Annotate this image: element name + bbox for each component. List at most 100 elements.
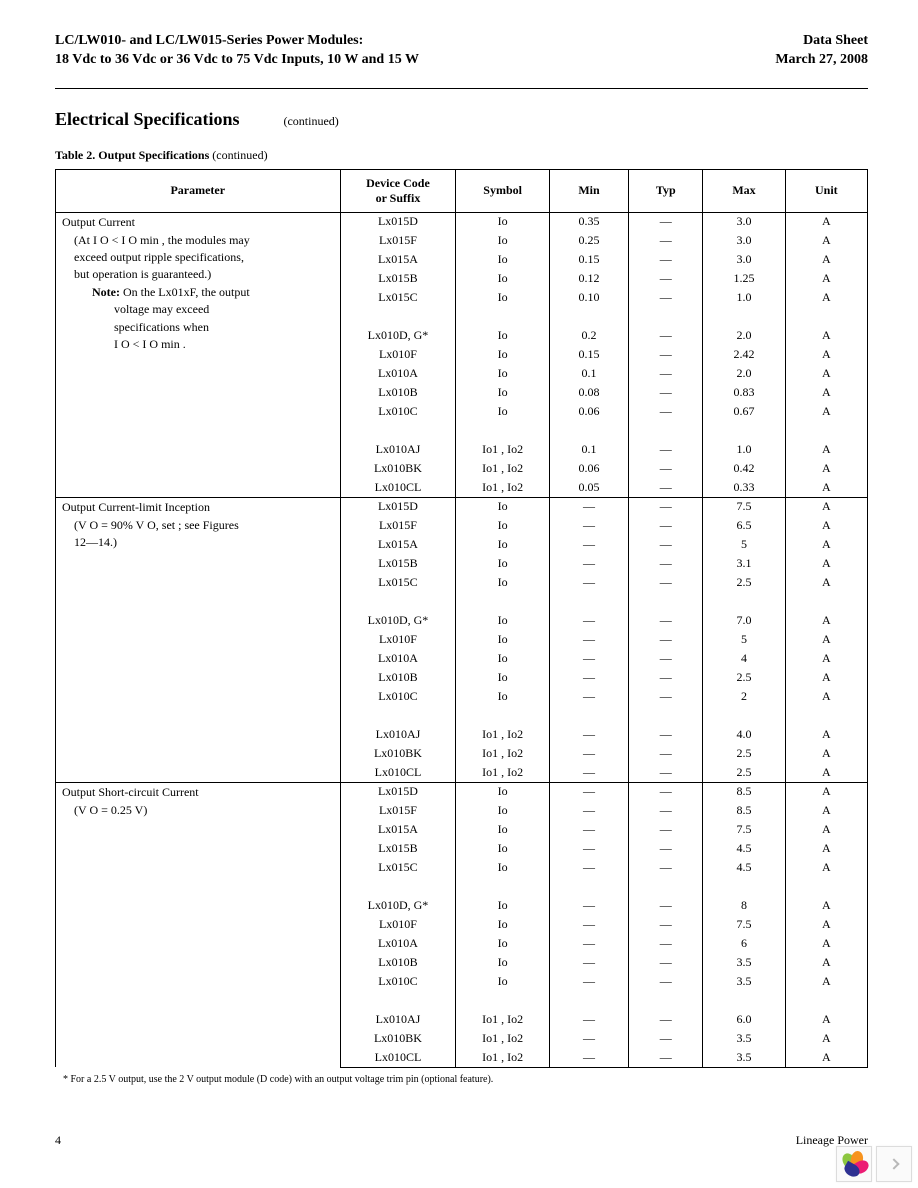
unit-cell: A [785, 250, 867, 269]
footnote: * For a 2.5 V output, use the 2 V output… [63, 1074, 868, 1085]
symbol-cell: Io1 , Io2 [456, 440, 549, 459]
typ-cell: — [629, 630, 703, 649]
typ-cell [629, 991, 703, 1010]
min-cell: — [549, 820, 628, 839]
symbol-cell: Io [456, 858, 549, 877]
max-cell: 0.42 [703, 459, 785, 478]
unit-cell: A [785, 345, 867, 364]
page-footer: 4 Lineage Power [55, 1133, 868, 1148]
device-cell: Lx010F [340, 345, 456, 364]
device-cell: Lx010A [340, 649, 456, 668]
col-min: Min [549, 169, 628, 212]
device-cell: Lx015B [340, 839, 456, 858]
device-cell: Lx010C [340, 402, 456, 421]
symbol-cell [456, 421, 549, 440]
table-header-row: Parameter Device Codeor Suffix Symbol Mi… [56, 169, 868, 212]
device-cell: Lx010B [340, 953, 456, 972]
device-cell: Lx015D [340, 497, 456, 516]
symbol-cell: Io1 , Io2 [456, 725, 549, 744]
min-cell: 0.08 [549, 383, 628, 402]
min-cell: — [549, 1010, 628, 1029]
max-cell: 3.5 [703, 1048, 785, 1067]
min-cell: — [549, 1048, 628, 1067]
typ-cell: — [629, 383, 703, 402]
unit-cell: A [785, 611, 867, 630]
min-cell: — [549, 934, 628, 953]
unit-cell: A [785, 516, 867, 535]
max-cell: 3.0 [703, 212, 785, 231]
typ-cell: — [629, 535, 703, 554]
unit-cell: A [785, 934, 867, 953]
max-cell: 2.5 [703, 668, 785, 687]
logo-button[interactable] [836, 1146, 872, 1182]
typ-cell: — [629, 364, 703, 383]
typ-cell [629, 592, 703, 611]
symbol-cell: Io [456, 288, 549, 307]
device-cell: Lx010CL [340, 1048, 456, 1067]
max-cell: 2.5 [703, 744, 785, 763]
min-cell: — [549, 1029, 628, 1048]
symbol-cell: Io1 , Io2 [456, 1048, 549, 1067]
title-line-2: 18 Vdc to 36 Vdc or 36 Vdc to 75 Vdc Inp… [55, 52, 419, 67]
max-cell: 1.25 [703, 269, 785, 288]
typ-cell: — [629, 915, 703, 934]
unit-cell: A [785, 972, 867, 991]
symbol-cell [456, 706, 549, 725]
max-cell: 3.0 [703, 250, 785, 269]
symbol-cell: Io [456, 326, 549, 345]
min-cell: 0.35 [549, 212, 628, 231]
device-cell: Lx010C [340, 972, 456, 991]
symbol-cell: Io [456, 934, 549, 953]
device-cell: Lx010D, G* [340, 326, 456, 345]
max-cell: 7.5 [703, 497, 785, 516]
min-cell [549, 307, 628, 326]
parameter-cell: Output Short-circuit Current(V O = 0.25 … [56, 782, 341, 1067]
symbol-cell: Io [456, 383, 549, 402]
unit-cell: A [785, 801, 867, 820]
max-cell: 0.67 [703, 402, 785, 421]
col-unit: Unit [785, 169, 867, 212]
device-cell: Lx010BK [340, 459, 456, 478]
symbol-cell [456, 991, 549, 1010]
max-cell: 2.5 [703, 763, 785, 782]
section-title: Electrical Specifications [55, 109, 239, 129]
max-cell: 2 [703, 687, 785, 706]
typ-cell: — [629, 1010, 703, 1029]
device-cell: Lx015F [340, 801, 456, 820]
unit-cell: A [785, 364, 867, 383]
col-max: Max [703, 169, 785, 212]
typ-cell: — [629, 554, 703, 573]
typ-cell [629, 877, 703, 896]
nav-widget [836, 1146, 912, 1182]
unit-cell: A [785, 231, 867, 250]
min-cell: — [549, 630, 628, 649]
device-cell: Lx010B [340, 383, 456, 402]
typ-cell: — [629, 573, 703, 592]
typ-cell: — [629, 801, 703, 820]
table-row: Output Short-circuit Current(V O = 0.25 … [56, 782, 868, 801]
typ-cell: — [629, 440, 703, 459]
section-heading-row: Electrical Specifications (continued) [55, 109, 868, 130]
typ-cell: — [629, 288, 703, 307]
device-cell: Lx010BK [340, 1029, 456, 1048]
unit-cell: A [785, 383, 867, 402]
max-cell: 7.5 [703, 820, 785, 839]
min-cell: — [549, 611, 628, 630]
typ-cell: — [629, 725, 703, 744]
device-cell: Lx010BK [340, 744, 456, 763]
unit-cell [785, 706, 867, 725]
max-cell: 1.0 [703, 440, 785, 459]
spec-table: Parameter Device Codeor Suffix Symbol Mi… [55, 169, 868, 1068]
symbol-cell [456, 877, 549, 896]
typ-cell [629, 421, 703, 440]
unit-cell: A [785, 497, 867, 516]
min-cell: — [549, 839, 628, 858]
doc-type: Data Sheet [803, 33, 868, 48]
unit-cell: A [785, 782, 867, 801]
unit-cell: A [785, 668, 867, 687]
symbol-cell: Io1 , Io2 [456, 1010, 549, 1029]
symbol-cell: Io [456, 269, 549, 288]
device-cell [340, 991, 456, 1010]
next-page-button[interactable] [876, 1146, 912, 1182]
max-cell: 5 [703, 535, 785, 554]
